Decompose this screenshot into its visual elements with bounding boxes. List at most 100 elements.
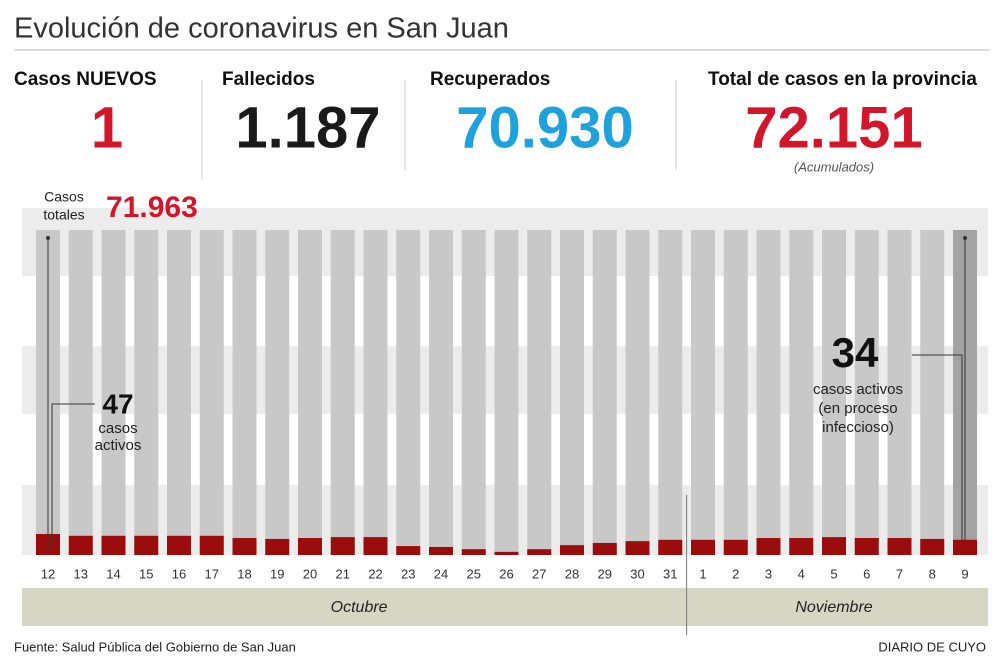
- bar: [920, 538, 945, 555]
- value-label: 47: [102, 388, 133, 419]
- x-tick-label: 22: [368, 566, 382, 581]
- x-tick-label: 20: [303, 566, 317, 581]
- x-tick-label: 29: [598, 566, 612, 581]
- pointer: [912, 354, 963, 540]
- x-tick-label: 16: [172, 566, 186, 581]
- annotation: casos activos: [813, 381, 903, 398]
- x-tick-label: 27: [532, 566, 546, 581]
- bar: [625, 541, 650, 555]
- x-tick-label: 30: [630, 566, 644, 581]
- pointer-dot: [963, 236, 967, 240]
- x-tick-label: 13: [74, 566, 88, 581]
- total-bar: [592, 230, 617, 555]
- x-tick-label: 6: [863, 566, 870, 581]
- bar: [527, 549, 552, 555]
- annotation: totales: [43, 207, 84, 223]
- x-tick-label: 24: [434, 566, 448, 581]
- total-bar: [265, 230, 290, 555]
- x-tick-label: 19: [270, 566, 284, 581]
- x-tick-label: 2: [732, 566, 739, 581]
- bar: [232, 538, 257, 555]
- total-bar: [199, 230, 224, 555]
- total-bar: [68, 230, 93, 555]
- x-tick-label: 23: [401, 566, 415, 581]
- month-band: [22, 588, 988, 626]
- bar: [68, 535, 93, 555]
- annotation: infeccioso): [822, 419, 894, 436]
- bar: [953, 539, 977, 555]
- x-tick-label: 26: [499, 566, 513, 581]
- bar: [494, 551, 519, 555]
- bar: [330, 537, 355, 555]
- stat-label: Recuperados: [430, 69, 550, 90]
- x-tick-label: 28: [565, 566, 579, 581]
- x-tick-label: 17: [205, 566, 219, 581]
- total-bar: [396, 230, 421, 555]
- x-tick-label: 8: [929, 566, 936, 581]
- stat-label: Fallecidos: [222, 69, 315, 90]
- month-label: Noviembre: [795, 599, 872, 616]
- bar: [592, 542, 617, 555]
- month-label: Octubre: [331, 599, 388, 616]
- total-bar: [232, 230, 257, 555]
- total-bar: [822, 230, 846, 555]
- total-bar: [101, 230, 126, 555]
- total-bar: [789, 230, 814, 555]
- total-bar: [854, 230, 879, 555]
- bar: [167, 535, 191, 555]
- bar: [101, 535, 126, 555]
- total-bar: [167, 230, 191, 555]
- total-bar: [658, 230, 683, 555]
- total-bar: [625, 230, 650, 555]
- bar: [199, 535, 224, 555]
- annotation: casos: [98, 420, 137, 437]
- total-bar: [330, 230, 355, 555]
- x-tick-label: 9: [961, 566, 968, 581]
- x-tick-label: 14: [106, 566, 120, 581]
- total-bar: [527, 230, 552, 555]
- bar: [691, 539, 715, 555]
- total-bar: [363, 230, 388, 555]
- x-tick-label: 21: [336, 566, 350, 581]
- total-bar: [691, 230, 715, 555]
- total-bar: [494, 230, 519, 555]
- title: Evolución de coronavirus en San Juan: [14, 13, 509, 45]
- bar: [265, 538, 290, 555]
- x-tick-label: 25: [467, 566, 481, 581]
- bar: [756, 538, 781, 555]
- bar: [887, 538, 912, 555]
- brand: DIARIO DE CUYO: [878, 639, 986, 654]
- total-bar: [134, 230, 159, 555]
- x-tick-label: 5: [830, 566, 837, 581]
- bar: [560, 545, 584, 555]
- bar: [822, 537, 846, 555]
- x-tick-label: 4: [798, 566, 805, 581]
- stat-label: Casos NUEVOS: [14, 69, 157, 90]
- total-bar: [298, 230, 322, 555]
- annotation: Casos: [44, 189, 84, 205]
- total-bar: [461, 230, 486, 555]
- annotation: (en proceso: [818, 400, 897, 417]
- stat-note: (Acumulados): [794, 159, 874, 174]
- x-tick-label: 12: [41, 566, 55, 581]
- total-bar: [920, 230, 945, 555]
- stat-value: 70.930: [456, 95, 633, 160]
- bar: [461, 549, 486, 555]
- total-bar: [756, 230, 781, 555]
- bar: [298, 538, 322, 555]
- total-bar: [560, 230, 584, 555]
- x-tick-label: 3: [765, 566, 772, 581]
- total-bar: [887, 230, 912, 555]
- x-tick-label: 15: [139, 566, 153, 581]
- bar: [363, 537, 388, 555]
- pointer: [51, 403, 95, 545]
- bar: [789, 538, 814, 555]
- annotation-value: 71.963: [106, 191, 198, 224]
- stat-label: Total de casos en la provincia: [708, 69, 977, 90]
- total-bar: [429, 230, 453, 555]
- total-bar: [723, 230, 748, 555]
- stat-value: 1.187: [235, 95, 380, 160]
- x-tick-label: 7: [896, 566, 903, 581]
